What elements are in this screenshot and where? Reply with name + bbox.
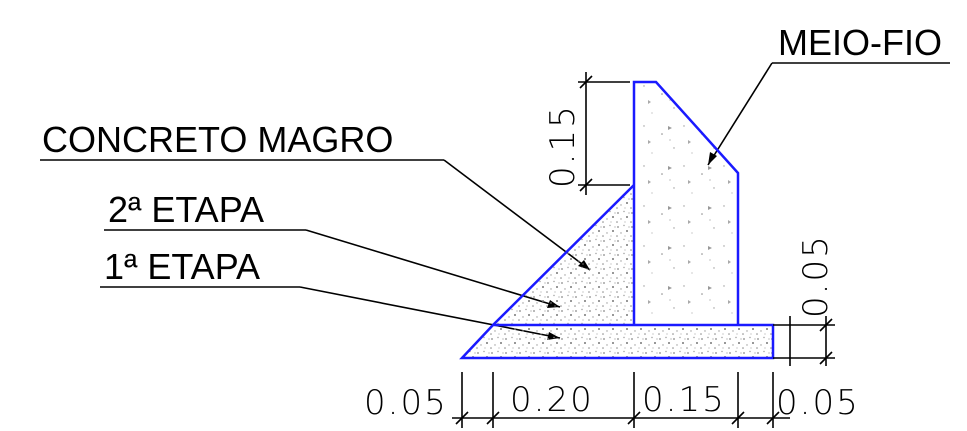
- dim-top-height: 0.15: [543, 72, 630, 195]
- dim-label-2: 0.20: [510, 380, 594, 420]
- dim-label-1: 0.05: [364, 383, 448, 423]
- label-meio-fio: MEIO-FIO: [707, 22, 950, 166]
- concrete-shapes: [459, 80, 775, 360]
- svg-text:0.05: 0.05: [796, 234, 836, 318]
- primeira-etapa-fill: [462, 325, 773, 358]
- svg-text:CONCRETO MAGRO: CONCRETO MAGRO: [42, 119, 393, 160]
- dim-label-4: 0.05: [776, 383, 860, 423]
- meio-fio-outline: [632, 80, 740, 325]
- dim-bottom: 0.05 0.20 0.15 0.05: [364, 372, 860, 428]
- label-1a-etapa: 1ª ETAPA: [100, 246, 561, 340]
- meio-fio-fill: [634, 82, 738, 325]
- svg-text:2ª ETAPA: 2ª ETAPA: [108, 189, 264, 230]
- svg-text:1ª ETAPA: 1ª ETAPA: [104, 246, 260, 287]
- svg-text:0.15: 0.15: [543, 104, 583, 188]
- dim-right-height: 0.05: [773, 234, 836, 366]
- dim-label-3: 0.15: [642, 380, 726, 420]
- svg-text:MEIO-FIO: MEIO-FIO: [778, 22, 942, 63]
- segunda-etapa-outline: [492, 184, 635, 326]
